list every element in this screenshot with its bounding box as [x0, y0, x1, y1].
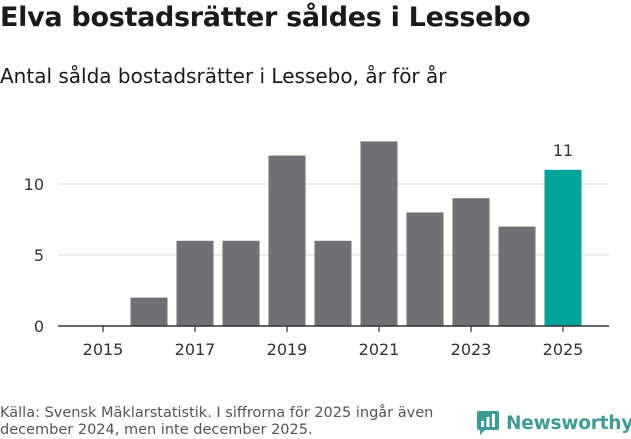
y-tick-label: 0 — [34, 317, 44, 336]
bar-2017 — [176, 240, 214, 326]
y-tick-label: 10 — [24, 175, 44, 194]
x-tick-label: 2017 — [175, 340, 216, 359]
logo-text: Newsworthy — [506, 412, 631, 434]
bar-2016 — [130, 297, 168, 326]
axis-layer — [58, 325, 609, 332]
bar-2022 — [406, 212, 444, 326]
source-note: Källa: Svensk Mäklarstatistik. I siffror… — [0, 405, 434, 438]
data-label: 11 — [553, 141, 573, 160]
bar-2025 — [544, 169, 582, 326]
x-tick-label: 2023 — [451, 340, 492, 359]
x-tick-label: 2015 — [83, 340, 124, 359]
bar-chart-logo-icon — [477, 411, 499, 435]
label-layer: 0 5 10 11 2015 2017 2019 2021 2023 2025 — [24, 141, 584, 359]
bar-layer — [130, 141, 582, 326]
bar-2019 — [268, 155, 306, 326]
x-tick-label: 2019 — [267, 340, 308, 359]
y-tick-label: 5 — [34, 246, 44, 265]
bar-2023 — [452, 198, 490, 326]
x-tick-label: 2025 — [543, 340, 584, 359]
bar-2024 — [498, 226, 536, 326]
bar-2021 — [360, 141, 398, 326]
newsworthy-logo[interactable]: Newsworthy — [476, 408, 631, 438]
chart-subtitle: Antal sålda bostadsrätter i Lessebo, år … — [0, 64, 447, 88]
bar-chart: 0 5 10 11 2015 2017 2019 2021 2023 2025 — [24, 141, 609, 359]
bar-2020 — [314, 240, 352, 326]
bar-2018 — [222, 240, 260, 326]
chart-title: Elva bostadsrätter såldes i Lessebo — [0, 2, 531, 33]
x-tick-label: 2021 — [359, 340, 400, 359]
